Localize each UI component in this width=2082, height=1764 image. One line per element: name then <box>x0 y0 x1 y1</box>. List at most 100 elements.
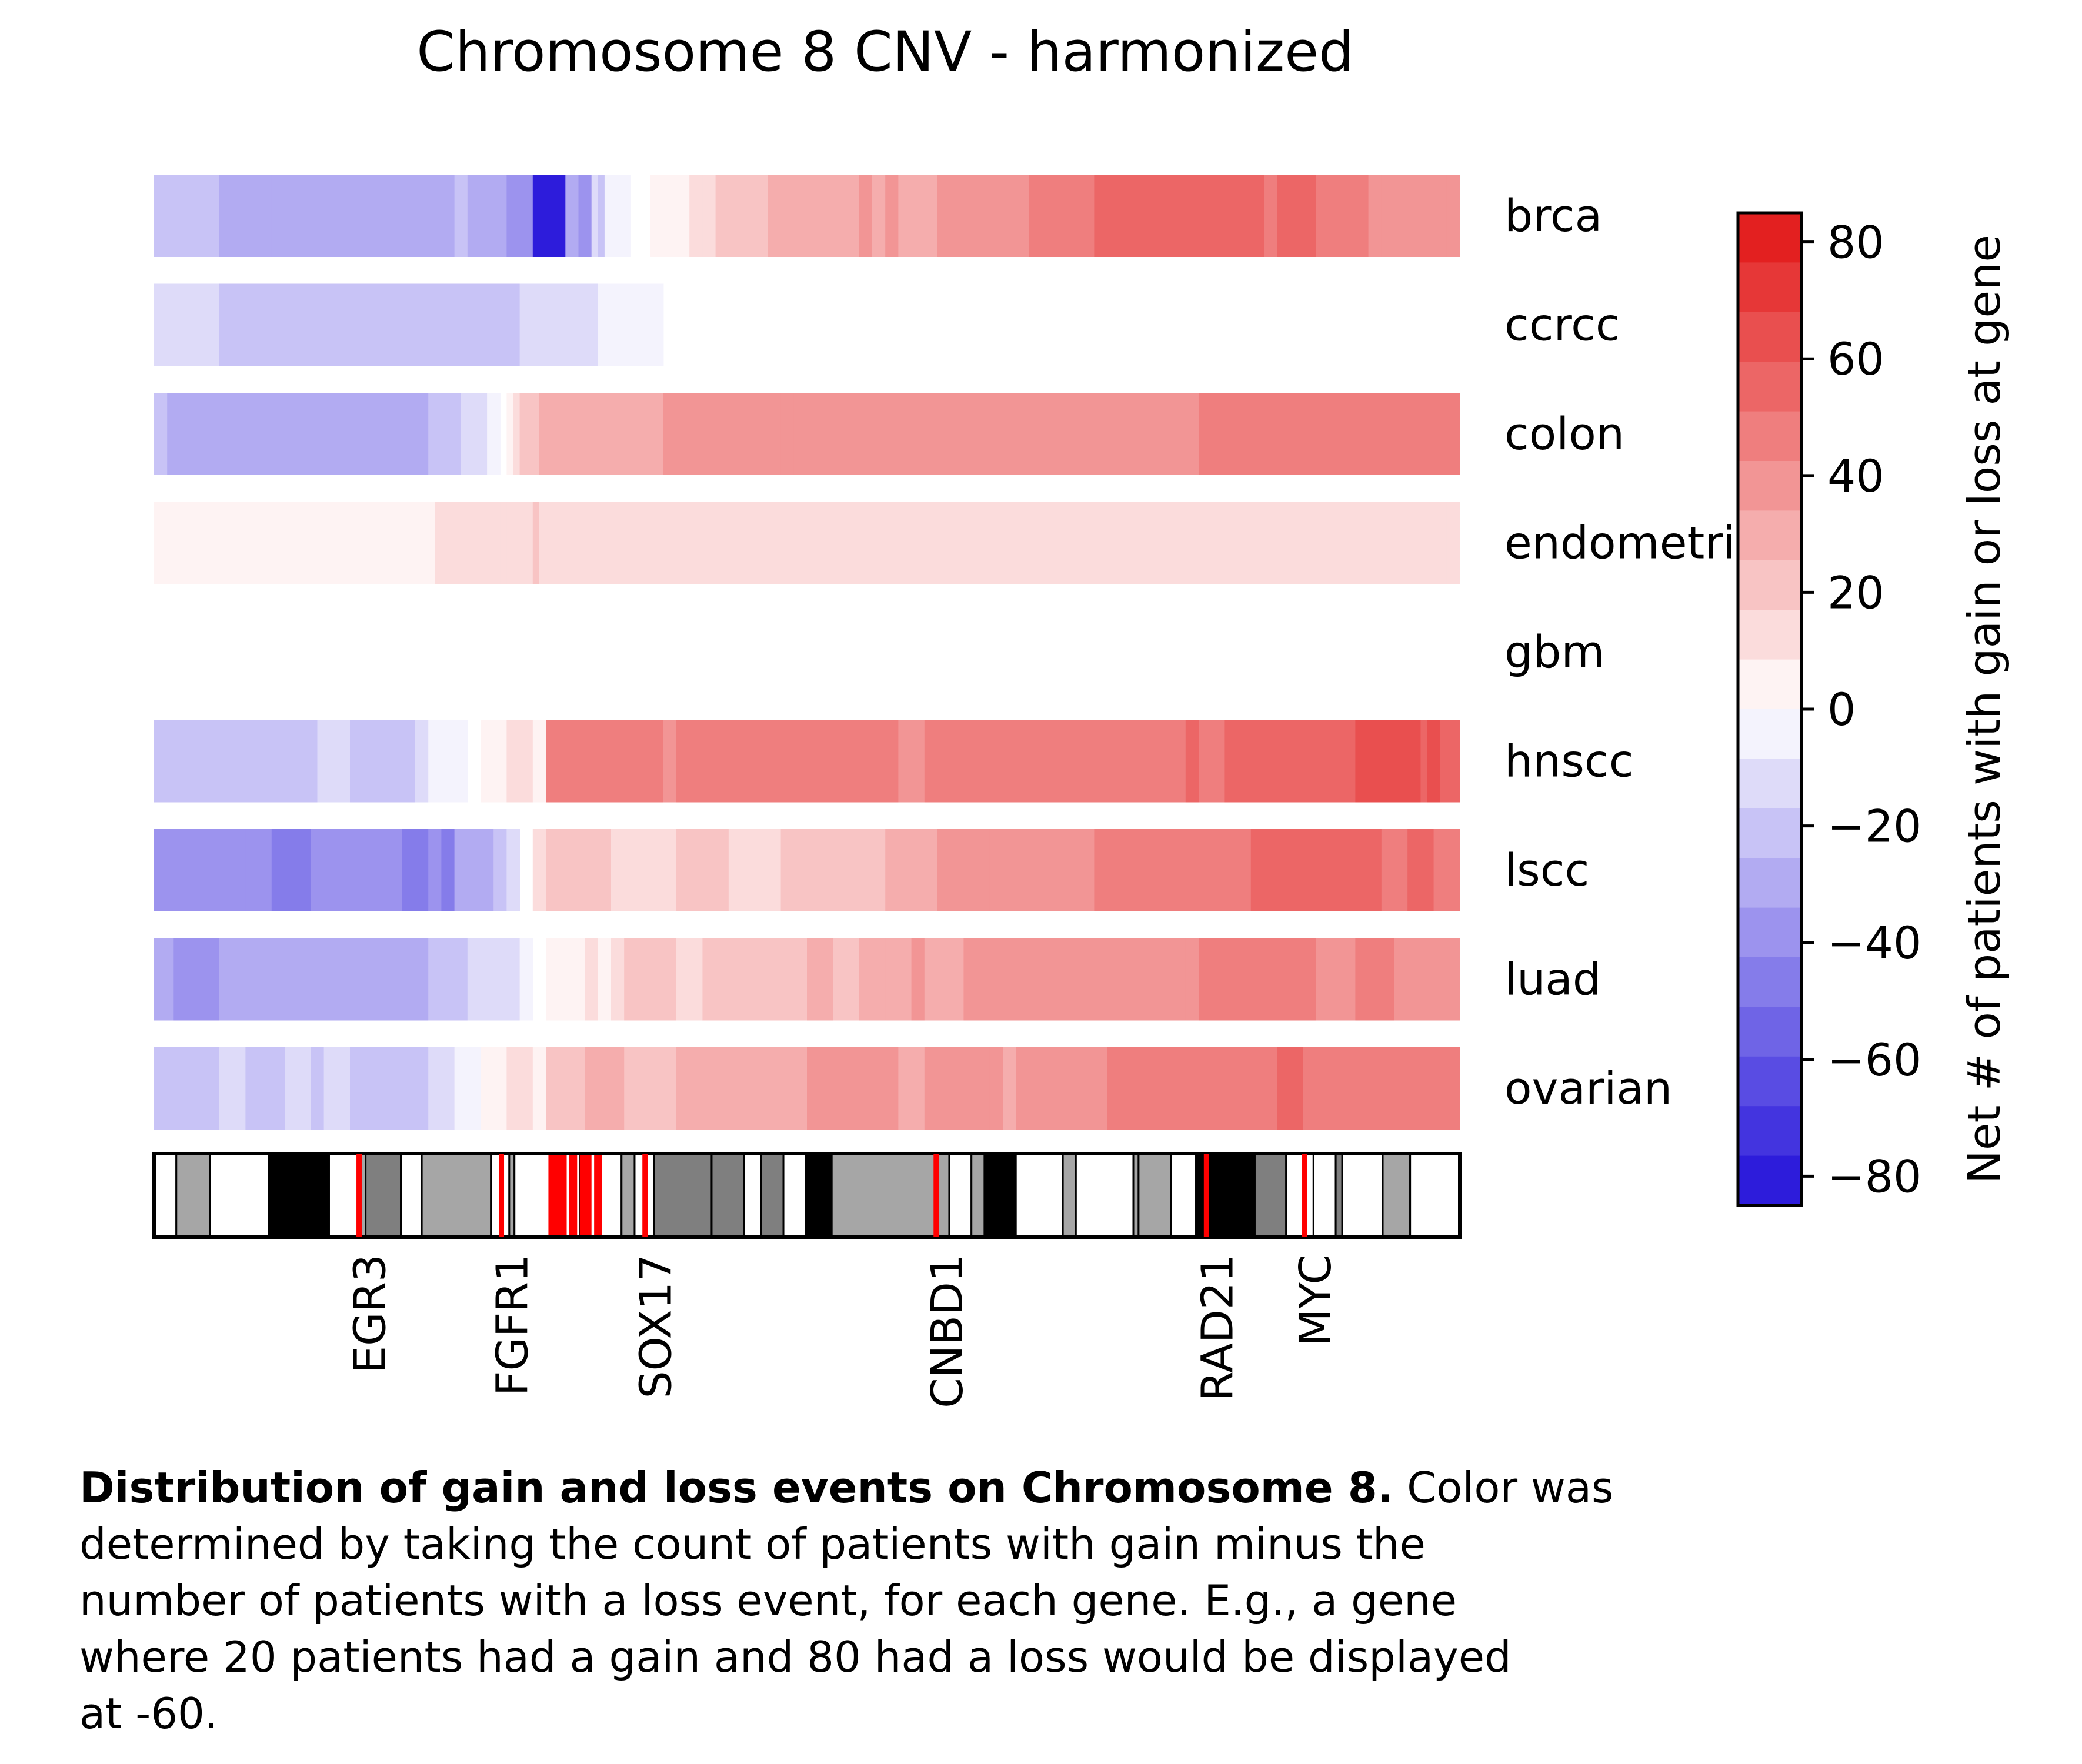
heatmap-cell <box>1316 938 1330 1021</box>
heatmap-cell <box>154 283 174 366</box>
ideogram-band <box>421 1152 492 1238</box>
heatmap-cell <box>1068 938 1095 1021</box>
heatmap-cell <box>481 720 494 803</box>
ideogram-band <box>209 1152 270 1238</box>
heatmap-cell <box>481 829 494 911</box>
heatmap-cell <box>487 393 494 475</box>
heatmap-cell <box>441 393 462 475</box>
heatmap-cell <box>872 175 886 257</box>
ideogram-band <box>1253 1152 1287 1238</box>
heatmap-cell <box>467 938 481 1021</box>
heatmap-cell <box>1303 829 1317 911</box>
heatmap-cell <box>663 393 677 475</box>
heatmap-cell <box>532 1047 546 1130</box>
heatmap-cell <box>546 1047 586 1130</box>
heatmap-cell <box>937 829 990 911</box>
heatmap-cell <box>911 938 925 1021</box>
colorbar-step <box>1738 907 1801 958</box>
heatmap-row-endometrial <box>154 502 1460 584</box>
heatmap-cell <box>598 938 612 1021</box>
ideogram-band <box>983 1152 1017 1238</box>
colorbar-step <box>1738 560 1801 610</box>
ideogram-band <box>743 1152 762 1238</box>
gene-label: CNBD1 <box>922 1254 973 1408</box>
heatmap-cell <box>702 938 729 1021</box>
ideogram-band <box>153 1152 178 1238</box>
heatmap-cell <box>441 720 468 803</box>
ideogram-band <box>1170 1152 1197 1238</box>
colorbar: 80 60 40 20 0 −20 −40 −60 −80 Net # of patients w… <box>1736 211 2010 1207</box>
heatmap-cell <box>885 829 938 911</box>
heatmap-cell <box>1016 1047 1029 1130</box>
heatmap-cell <box>546 393 664 475</box>
colorbar-step <box>1738 808 1801 858</box>
heatmap-cell <box>1277 1047 1304 1130</box>
heatmap-cell <box>898 720 925 803</box>
ideogram-band <box>653 1152 713 1238</box>
ideogram-band <box>1075 1152 1135 1238</box>
colorbar-step <box>1738 759 1801 809</box>
heatmap-cell <box>271 829 311 911</box>
heatmap-cell <box>650 938 677 1021</box>
heatmap-cell <box>1394 938 1408 1021</box>
ideogram-red-block <box>594 1154 602 1237</box>
heatmap-cell <box>937 1047 964 1130</box>
ideogram-band <box>760 1152 785 1238</box>
heatmap-cell <box>859 938 886 1021</box>
ideogram-band <box>1409 1152 1461 1238</box>
heatmap-cell <box>1199 938 1290 1021</box>
colorbar-step <box>1738 709 1801 760</box>
heatmap-cell <box>1042 829 1069 911</box>
heatmap-cell <box>780 938 808 1021</box>
heatmap-cell <box>1016 938 1069 1021</box>
colorbar-step <box>1738 858 1801 908</box>
heatmap-cell <box>1016 175 1029 257</box>
ideogram-red-block <box>579 1154 592 1237</box>
heatmap-cell <box>167 393 220 475</box>
heatmap-cell <box>924 175 938 257</box>
heatmap-cell <box>481 175 507 257</box>
gene-label: FGFR1 <box>488 1254 538 1396</box>
caption-line-3: number of patients with a loss event, fo… <box>79 1576 1457 1625</box>
heatmap-cell <box>624 175 631 257</box>
colorbar-tick-label: 0 <box>1827 683 1856 736</box>
heatmap-cell <box>363 720 376 803</box>
heatmap-cell <box>219 175 272 257</box>
heatmap-cell <box>402 393 429 475</box>
colorbar-step <box>1738 362 1801 412</box>
colorbar-tick-label: −80 <box>1827 1150 1921 1202</box>
heatmap-cell <box>350 720 363 803</box>
heatmap-cell <box>219 393 266 475</box>
heatmap-cell <box>402 1047 416 1130</box>
heatmap-cell <box>174 283 220 366</box>
heatmap-cell <box>1199 1047 1225 1130</box>
heatmap-cell <box>174 720 181 803</box>
heatmap-cell <box>1264 175 1277 257</box>
heatmap-cell <box>1042 720 1186 803</box>
heatmap-cell <box>1264 1047 1277 1130</box>
heatmap-cell <box>265 938 429 1021</box>
heatmap-cell <box>376 1047 390 1130</box>
heatmap-cell <box>493 829 507 911</box>
heatmap-cell <box>376 720 416 803</box>
ideogram-band <box>710 1152 745 1238</box>
heatmap-cell <box>245 1047 272 1130</box>
heatmap-cell <box>833 938 860 1021</box>
heatmap-cell <box>715 175 742 257</box>
heatmap-cell <box>963 938 1016 1021</box>
heatmap-cell <box>937 720 1016 803</box>
heatmap-cell <box>219 829 246 911</box>
heatmap-row-hnscc <box>154 720 1460 803</box>
heatmap-cell <box>454 829 481 911</box>
caption-line-4: where 20 patients had a gain and 80 had … <box>79 1632 1512 1682</box>
heatmap-cell <box>650 175 664 257</box>
gene-markers: EGR3 FGFR1 SOX17 CNBD1 RAD21 MYC <box>345 1154 1341 1408</box>
row-label-colon: colon <box>1504 407 1624 460</box>
heatmap-cell <box>1068 1047 1108 1130</box>
heatmap-cell <box>559 938 586 1021</box>
heatmap-cell <box>663 720 677 803</box>
colorbar-step <box>1738 411 1801 462</box>
heatmap-row-ccrcc <box>154 283 664 366</box>
ideogram-band <box>782 1152 807 1238</box>
heatmap-row-lscc <box>154 829 1460 911</box>
